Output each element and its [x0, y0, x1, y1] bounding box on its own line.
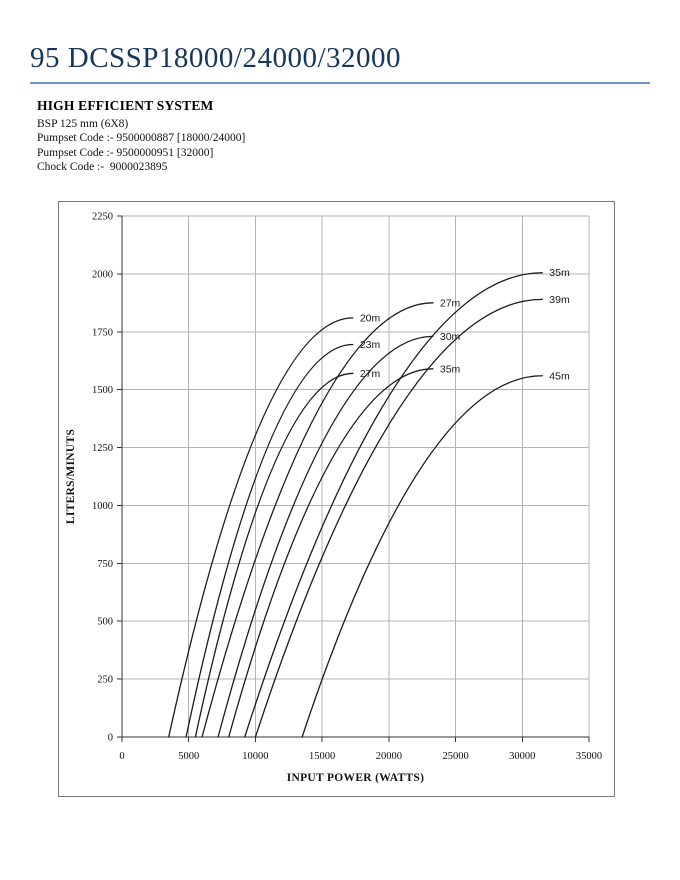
x-tick-label-30000: 30000 — [509, 751, 535, 762]
pump-curve-45m-8 — [301, 375, 543, 738]
y-tick-label-2250: 2250 — [92, 212, 113, 223]
spec-line-pumpset-18000-24000: Pumpset Code :- 9500000887 [18000/24000] — [37, 132, 246, 145]
page-title: 95 DCSSP18000/24000/32000 — [30, 42, 402, 74]
x-tick-label-0: 0 — [119, 751, 124, 762]
x-tick-label-20000: 20000 — [376, 751, 402, 762]
y-tick-label-1000: 1000 — [92, 501, 113, 512]
pump-curve-30m-4 — [217, 335, 434, 738]
x-tick-label-25000: 25000 — [442, 751, 468, 762]
pump-curve-35m-5 — [228, 368, 434, 738]
spec-block: HIGH EFFICIENT SYSTEM BSP 125 mm (6X8) P… — [37, 98, 245, 174]
curve-label-23m-1: 23m — [360, 339, 381, 351]
pump-curves-chart: 0 5000 10000 15000 20000 25000 30000 35000 0 250 5… — [65, 212, 602, 785]
y-tick-label-1750: 1750 — [92, 327, 113, 338]
curve-label-35m-6: 35m — [549, 267, 570, 279]
y-tick-label-250: 250 — [97, 675, 113, 686]
chart-frame: 0 5000 10000 15000 20000 25000 30000 35000 0 250 5… — [58, 201, 615, 797]
x-axis-title: INPUT POWER (WATTS) — [287, 772, 425, 784]
y-axis-title: LITERS/MINUTS — [65, 429, 77, 524]
x-tick-label-35000: 35000 — [576, 751, 602, 762]
pump-curve-27m-2 — [194, 372, 354, 738]
system-heading: HIGH EFFICIENT SYSTEM — [37, 98, 214, 113]
pump-curve-27m-3 — [201, 302, 434, 738]
curve-label-45m-8: 45m — [549, 370, 570, 382]
curve-label-20m-0: 20m — [360, 312, 381, 324]
y-tick-label-500: 500 — [97, 617, 113, 628]
curve-label-39m-7: 39m — [549, 294, 570, 306]
y-tick-label-1250: 1250 — [92, 443, 113, 454]
y-tick-label-1500: 1500 — [92, 385, 113, 396]
x-tick-label-10000: 10000 — [242, 751, 268, 762]
pump-curve-20m-0 — [168, 317, 354, 738]
pump-curve-35m-6 — [244, 272, 543, 738]
y-tick-label-2000: 2000 — [92, 269, 113, 280]
x-tick-label-15000: 15000 — [309, 751, 335, 762]
pump-curve-39m-7 — [254, 298, 543, 738]
y-tick-label-0: 0 — [108, 733, 113, 744]
pump-curve-23m-1 — [185, 343, 354, 738]
x-tick-label-5000: 5000 — [178, 751, 199, 762]
curve-label-27m-3: 27m — [440, 297, 461, 309]
y-tick-label-750: 750 — [97, 559, 113, 570]
spec-line-pumpset-32000: Pumpset Code :- 9500000951 [32000] — [37, 146, 214, 159]
curve-label-35m-5: 35m — [440, 363, 461, 375]
spec-line-bsp: BSP 125 mm (6X8) — [37, 118, 129, 130]
spec-line-chock: Chock Code :- 9000023895 — [37, 160, 168, 173]
title-rule — [30, 82, 650, 84]
